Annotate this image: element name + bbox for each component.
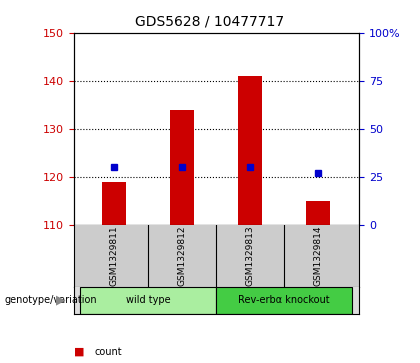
Text: genotype/variation: genotype/variation — [4, 295, 97, 305]
Text: count: count — [94, 347, 122, 357]
Bar — [171, 110, 194, 225]
Text: ▶: ▶ — [55, 294, 65, 307]
Bar — [307, 201, 330, 225]
Text: GDS5628 / 10477717: GDS5628 / 10477717 — [135, 15, 285, 29]
Text: Rev-erbα knockout: Rev-erbα knockout — [239, 295, 330, 305]
Bar — [239, 76, 262, 225]
Text: GSM1329813: GSM1329813 — [246, 225, 255, 286]
Bar — [80, 287, 216, 314]
Bar — [102, 182, 126, 225]
Text: GSM1329814: GSM1329814 — [314, 226, 323, 286]
Text: GSM1329812: GSM1329812 — [178, 226, 187, 286]
Text: wild type: wild type — [126, 295, 171, 305]
Bar — [216, 287, 352, 314]
Text: ■: ■ — [74, 347, 84, 357]
Text: GSM1329811: GSM1329811 — [110, 225, 119, 286]
